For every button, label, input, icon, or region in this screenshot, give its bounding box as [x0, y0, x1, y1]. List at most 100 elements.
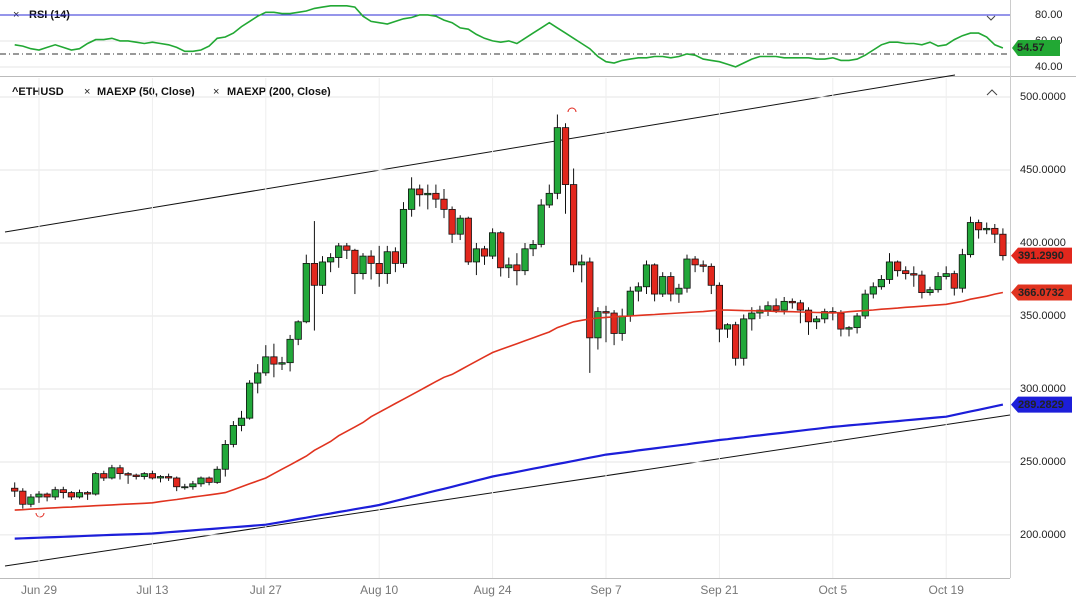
candle-body: [480, 248, 489, 257]
candle-body: [602, 311, 610, 314]
candle-body: [942, 273, 950, 277]
candle-body: [440, 198, 448, 210]
candle-body: [529, 244, 537, 250]
price-label: 289.2829: [1018, 399, 1064, 411]
candle-body: [910, 273, 918, 276]
candle-body: [861, 293, 869, 317]
y-tick-label: 250.0000: [1020, 456, 1066, 468]
candle-body: [367, 255, 375, 264]
candle-body: [877, 279, 886, 288]
candle-body: [391, 251, 400, 264]
candle-body: [488, 232, 497, 257]
y-tick-label: 200.0000: [1020, 529, 1066, 541]
candle-body: [148, 473, 156, 479]
candle-body: [407, 188, 416, 210]
price-label: 391.2990: [1018, 250, 1064, 262]
candle-body: [578, 261, 586, 266]
candle-body: [278, 362, 286, 365]
candle-body: [245, 382, 254, 419]
chart-title: ^ETHUSD: [12, 86, 64, 98]
candle-body: [335, 245, 343, 258]
candle-body: [448, 208, 456, 235]
candle-body: [213, 468, 221, 483]
legend-label: MAEXP (200, Close): [227, 86, 331, 98]
y-tick-label: 400.0000: [1020, 237, 1066, 249]
candle-body: [464, 217, 472, 263]
candle-body: [359, 255, 367, 275]
candle-body: [561, 127, 570, 185]
candle-body: [975, 222, 983, 231]
candle-body: [229, 425, 237, 445]
candle-body: [715, 284, 724, 330]
y-tick-label: 350.0000: [1020, 310, 1066, 322]
candle-body: [375, 263, 383, 275]
candle-body: [35, 493, 43, 498]
candle-body: [667, 276, 675, 295]
candle-body: [845, 327, 853, 330]
candle-body: [302, 263, 310, 323]
candle-body: [796, 302, 805, 311]
remove-icon[interactable]: ×: [213, 86, 219, 98]
candle-body: [651, 264, 659, 295]
x-tick-label: Sep 7: [590, 583, 622, 597]
x-tick-label: Oct 5: [818, 583, 847, 597]
candle-body: [659, 276, 667, 295]
price-label-box: [1011, 284, 1072, 301]
candle-body: [675, 287, 683, 295]
candle-body: [983, 227, 991, 231]
candle-body: [732, 324, 740, 359]
candle-body: [594, 311, 602, 339]
candle-body: [626, 290, 634, 317]
candle-body: [84, 492, 92, 495]
candle-body: [173, 477, 181, 488]
candle-body: [472, 248, 481, 263]
candle-body: [813, 318, 821, 323]
candle-body: [456, 217, 464, 235]
candle-body: [432, 192, 440, 200]
candle-body: [92, 473, 100, 495]
candle-body: [707, 265, 715, 286]
candle-body: [764, 305, 772, 311]
candle-body: [966, 222, 975, 256]
candle-body: [189, 483, 197, 488]
ma-line: [14, 291, 1004, 511]
candle-body: [254, 372, 262, 384]
candle-body: [553, 127, 562, 194]
x-tick-label: Jul 13: [136, 583, 168, 597]
candle-body: [570, 184, 578, 266]
candle-body: [748, 312, 756, 320]
remove-icon[interactable]: ×: [84, 86, 90, 98]
candle-body: [262, 356, 270, 374]
candle-body: [124, 473, 132, 476]
candle-body: [326, 257, 335, 263]
candle-body: [294, 321, 302, 340]
candle-body: [902, 270, 910, 275]
candle-body: [116, 467, 124, 475]
candle-body: [513, 264, 521, 272]
collapse-icon[interactable]: [986, 15, 996, 21]
candle-body: [740, 318, 748, 359]
candle-body: [343, 245, 351, 251]
candle-body: [699, 264, 707, 267]
candle-body: [618, 315, 626, 334]
y-tick-label: 80.00: [1035, 9, 1063, 21]
collapse-icon[interactable]: [986, 89, 998, 96]
candle-body: [75, 492, 84, 498]
candle-body: [164, 476, 173, 479]
candle-body: [869, 286, 877, 295]
candle-body: [270, 356, 278, 365]
legend-label: MAEXP (50, Close): [97, 86, 195, 98]
candle-body: [586, 261, 594, 339]
candle-body: [885, 261, 894, 280]
candle-body: [197, 477, 205, 485]
candle-body: [610, 312, 618, 334]
candle-body: [383, 251, 391, 275]
high-marker: [567, 107, 577, 113]
candle-body: [27, 496, 35, 505]
candle-body: [424, 192, 432, 196]
candle-body: [156, 476, 165, 479]
candle-body: [723, 324, 732, 330]
price-label: 366.0732: [1018, 287, 1064, 299]
